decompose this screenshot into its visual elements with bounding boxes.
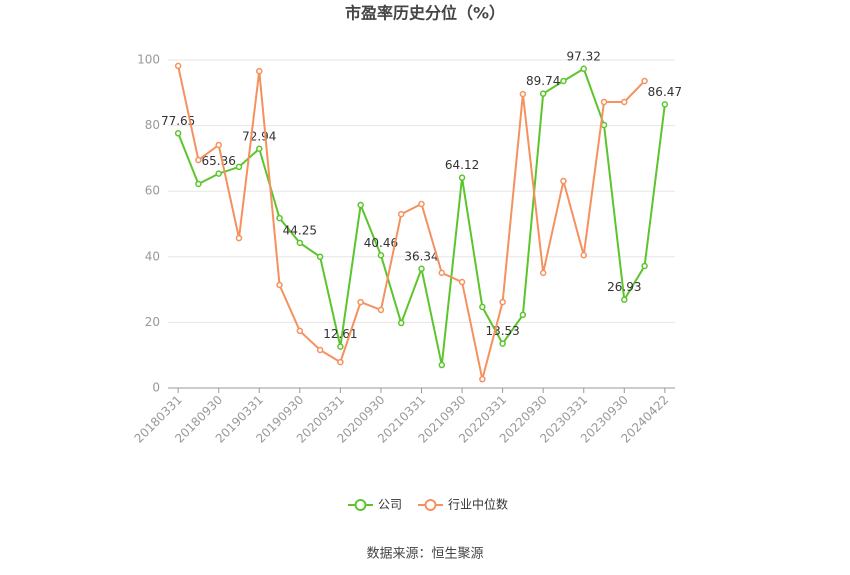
point (174, 62, 182, 70)
point (397, 210, 405, 218)
point (418, 265, 425, 273)
point (519, 90, 527, 98)
point (256, 145, 263, 153)
point (458, 278, 466, 286)
point (418, 200, 425, 208)
data-label: 36.34 (404, 249, 438, 263)
series-line (177, 67, 666, 366)
y-tick-label: 60 (145, 184, 160, 198)
point (195, 180, 202, 188)
data-label: 77.65 (161, 114, 195, 128)
data-label: 26.93 (607, 280, 641, 294)
data-label: 65.36 (202, 154, 236, 168)
point (560, 77, 567, 85)
legend-label: 公司 (378, 498, 402, 512)
point (215, 170, 222, 177)
point (377, 252, 385, 259)
point (641, 262, 648, 270)
point (357, 201, 364, 209)
point (256, 67, 263, 75)
point (195, 156, 202, 164)
chart-title: 市盈率历史分位（%） (345, 4, 505, 23)
point (661, 101, 669, 108)
point (621, 296, 628, 303)
point (357, 298, 364, 306)
point (600, 98, 608, 106)
point (316, 346, 324, 354)
point (621, 98, 628, 106)
point (499, 340, 506, 347)
series-line (177, 65, 646, 380)
point (215, 141, 222, 149)
point (397, 319, 405, 327)
point (174, 130, 182, 137)
legend-marker (424, 499, 437, 511)
point (296, 239, 304, 247)
data-label: 40.46 (364, 236, 398, 250)
data-label: 89.74 (526, 74, 560, 88)
point (337, 358, 344, 366)
point (438, 361, 446, 369)
point (458, 174, 466, 181)
point (580, 251, 587, 259)
point (276, 214, 283, 222)
y-tick-label: 0 (152, 381, 160, 395)
y-tick-label: 20 (145, 315, 160, 329)
point (580, 65, 587, 73)
point (296, 327, 304, 335)
point (539, 90, 547, 97)
point (560, 177, 567, 185)
data-label: 13.53 (485, 324, 519, 338)
point (235, 234, 243, 242)
source-note: 数据来源：恒生聚源 (366, 547, 483, 562)
point (438, 269, 446, 277)
point (600, 121, 608, 129)
y-tick-label: 100 (137, 53, 160, 67)
point (316, 253, 324, 261)
point (539, 269, 547, 277)
point (235, 163, 243, 171)
point (276, 281, 283, 289)
point (377, 306, 385, 314)
data-label: 86.47 (648, 85, 682, 99)
data-label: 44.25 (283, 223, 317, 237)
point (519, 311, 527, 319)
point (337, 343, 344, 350)
legend-label: 行业中位数 (448, 497, 508, 512)
data-label: 72.94 (242, 129, 276, 143)
point (641, 77, 648, 85)
point (479, 303, 486, 311)
legend-marker (354, 499, 367, 511)
data-label: 64.12 (445, 158, 479, 172)
point (499, 298, 506, 306)
point (479, 375, 486, 383)
y-tick-label: 80 (145, 118, 160, 132)
data-label: 97.32 (567, 49, 601, 63)
y-tick-label: 40 (145, 249, 160, 263)
